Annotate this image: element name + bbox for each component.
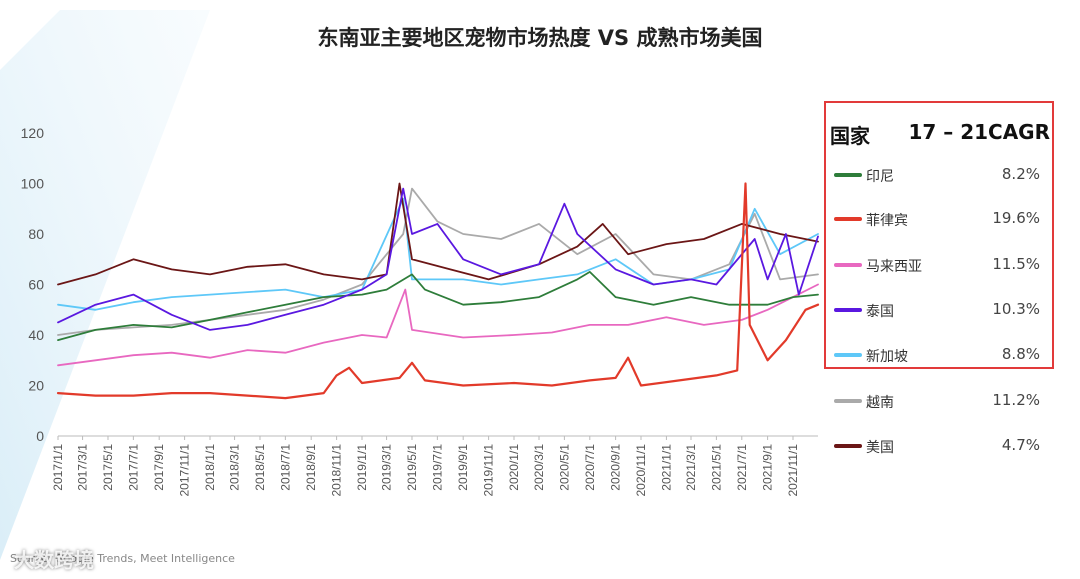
x-tick-label: 2018/5/1 bbox=[253, 444, 267, 491]
x-tick-label: 2017/9/1 bbox=[152, 444, 166, 491]
x-tick-label: 2019/9/1 bbox=[456, 444, 470, 491]
legend-swatch bbox=[834, 444, 862, 448]
legend-swatch bbox=[834, 263, 862, 267]
legend-cagr: 10.3% bbox=[992, 300, 1040, 318]
legend-header: 国家 17 – 21CAGR bbox=[830, 120, 1052, 150]
x-tick-label: 2018/3/1 bbox=[228, 444, 242, 491]
legend-highlight-box bbox=[824, 101, 1054, 369]
legend-label: 美国 bbox=[866, 440, 894, 456]
series-line-新加坡 bbox=[57, 197, 819, 311]
legend-label: 越南 bbox=[866, 395, 894, 411]
legend-swatch bbox=[834, 173, 862, 177]
legend-cagr: 8.2% bbox=[1001, 165, 1040, 183]
legend-swatch bbox=[834, 217, 862, 221]
legend-label: 印尼 bbox=[866, 169, 894, 185]
x-tick-label: 2021/5/1 bbox=[709, 444, 723, 491]
legend-swatch bbox=[834, 308, 862, 312]
watermark: 大数跨境 bbox=[14, 548, 94, 572]
x-tick-label: 2018/1/1 bbox=[203, 444, 217, 491]
legend-cagr: 4.7% bbox=[1001, 436, 1040, 454]
series-line-美国 bbox=[57, 182, 819, 286]
legend-label: 菲律宾 bbox=[866, 213, 908, 229]
x-tick-label: 2020/9/1 bbox=[609, 444, 623, 491]
legend-header-country: 国家 bbox=[830, 124, 870, 148]
x-tick-label: 2017/11/1 bbox=[178, 444, 192, 497]
x-tick-label: 2021/9/1 bbox=[761, 444, 775, 491]
x-tick-label: 2017/3/1 bbox=[76, 444, 90, 491]
y-tick-label: 100 bbox=[21, 176, 45, 192]
legend-item: 新加坡 8.8% bbox=[834, 344, 1040, 366]
legend-item: 泰国 10.3% bbox=[834, 299, 1040, 321]
y-tick-label: 60 bbox=[28, 277, 44, 293]
legend-item: 马来西亚 11.5% bbox=[834, 254, 1040, 276]
x-tick-label: 2017/5/1 bbox=[101, 444, 115, 491]
y-tick-label: 0 bbox=[36, 428, 44, 444]
chart-title: 东南亚主要地区宠物市场热度 VS 成熟市场美国 bbox=[317, 26, 763, 50]
legend-cagr: 11.5% bbox=[992, 255, 1040, 273]
x-tick-label: 2021/1/1 bbox=[659, 444, 673, 491]
legend-cagr: 11.2% bbox=[992, 391, 1040, 409]
legend-swatch bbox=[834, 353, 862, 357]
legend-item: 菲律宾 19.6% bbox=[834, 208, 1040, 230]
legend-label: 新加坡 bbox=[866, 349, 908, 365]
x-tick-label: 2018/9/1 bbox=[304, 444, 318, 491]
x-tick-label: 2020/5/1 bbox=[557, 444, 571, 491]
series-line-泰国 bbox=[57, 187, 819, 331]
x-tick-label: 2021/11/1 bbox=[786, 444, 800, 497]
series-line-菲律宾 bbox=[56, 182, 820, 400]
x-tick-label: 2020/11/1 bbox=[634, 444, 648, 497]
x-tick-label: 2021/3/1 bbox=[684, 444, 698, 491]
x-tick-label: 2021/7/1 bbox=[735, 444, 749, 491]
x-tick-label: 2018/7/1 bbox=[278, 444, 292, 491]
x-tick-label: 2020/3/1 bbox=[532, 444, 546, 491]
legend-swatch bbox=[834, 399, 862, 403]
legend-item: 印尼 8.2% bbox=[834, 164, 1040, 186]
x-tick-label: 2019/1/1 bbox=[355, 444, 369, 491]
legend-cagr: 8.8% bbox=[1001, 345, 1040, 363]
series-line-印尼 bbox=[57, 270, 819, 342]
x-tick-label: 2019/5/1 bbox=[405, 444, 419, 491]
legend-header-metric: 17 – 21CAGR bbox=[908, 120, 1050, 144]
legend-cagr: 19.6% bbox=[992, 209, 1040, 227]
x-tick-label: 2017/1/1 bbox=[51, 444, 65, 491]
legend-item: 越南 11.2% bbox=[834, 390, 1040, 412]
y-tick-label: 120 bbox=[21, 125, 45, 141]
background-decoration bbox=[0, 10, 210, 560]
legend-label: 马来西亚 bbox=[866, 259, 922, 275]
legend-item: 美国 4.7% bbox=[834, 435, 1040, 457]
series-line-马来西亚 bbox=[57, 283, 819, 367]
y-tick-label: 20 bbox=[28, 378, 44, 394]
y-tick-label: 80 bbox=[28, 226, 44, 242]
x-tick-label: 2019/3/1 bbox=[380, 444, 394, 491]
x-tick-label: 2020/7/1 bbox=[583, 444, 597, 491]
series-line-越南 bbox=[57, 187, 819, 336]
y-tick-label: 40 bbox=[28, 327, 44, 343]
legend-label: 泰国 bbox=[866, 304, 894, 320]
x-tick-label: 2018/11/1 bbox=[330, 444, 344, 497]
source-note: Source: Google Trends, Meet Intelligence bbox=[10, 552, 235, 565]
x-tick-label: 2019/7/1 bbox=[430, 444, 444, 491]
x-tick-label: 2020/1/1 bbox=[507, 444, 521, 491]
x-tick-label: 2019/11/1 bbox=[482, 444, 496, 497]
x-tick-label: 2017/7/1 bbox=[126, 444, 140, 491]
